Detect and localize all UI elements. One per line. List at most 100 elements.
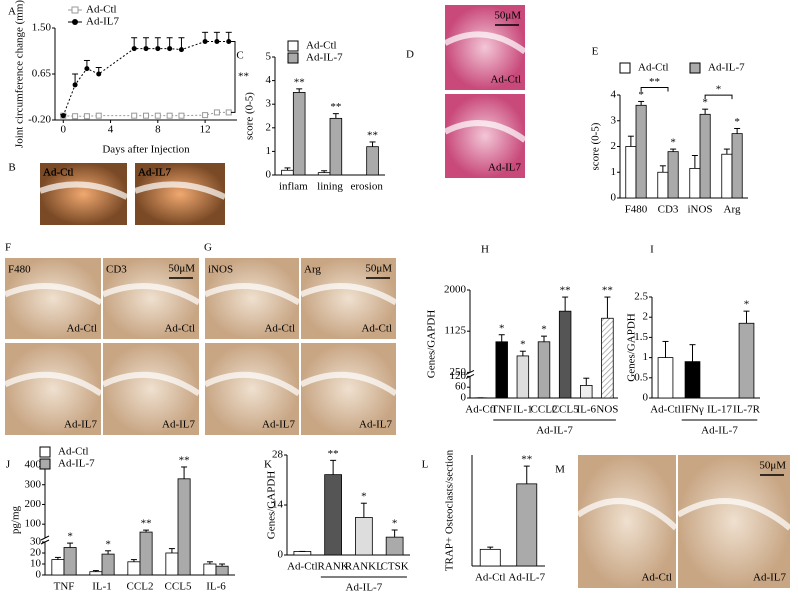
x-tick-label: 4: [108, 124, 114, 136]
significance-label: **: [602, 285, 613, 297]
significance-label: **: [141, 518, 152, 530]
tissue-texture: [3, 283, 103, 306]
y-tick-label: 1.50: [32, 22, 52, 34]
point: [154, 112, 161, 119]
panel-letter: K: [264, 459, 272, 471]
tissue-texture: [443, 120, 527, 143]
point: [155, 46, 161, 52]
point: [131, 112, 138, 119]
legend-label: Ad-IL-7: [708, 62, 745, 74]
scale-label: 50μM: [168, 263, 195, 275]
y-axis-label: TRAP+ Osteoclasts/section: [444, 449, 456, 571]
bar: [165, 552, 179, 576]
bar: [479, 548, 501, 567]
condition-label: Ad-Ctl: [361, 323, 392, 335]
micrograph: [5, 343, 101, 435]
condition-label: Ad-Ctl: [264, 323, 295, 335]
significance-bracket: [704, 94, 733, 100]
x-tick-label: CCL2: [531, 404, 558, 416]
y-tick-label: 28: [272, 449, 284, 461]
x-tick-label: iNOS: [687, 204, 712, 216]
tissue-texture: [299, 371, 398, 397]
bar: [203, 563, 217, 576]
significance-label: *: [67, 531, 73, 543]
tissue-texture: [3, 371, 103, 397]
bar: [127, 561, 141, 576]
y-tick-label: 0.5: [634, 371, 648, 383]
point: [131, 46, 137, 52]
y-tick-label: 4: [266, 74, 272, 86]
y-tick-label: 250: [450, 366, 467, 378]
point: [84, 66, 90, 72]
y-tick-label: 1: [266, 145, 272, 157]
bar: [601, 317, 614, 399]
x-tick-label: F480: [625, 204, 648, 216]
panel-letter: I: [650, 244, 654, 256]
stain-label: CD3: [106, 264, 127, 276]
micrograph: [445, 94, 525, 178]
y-tick-label: 2: [611, 140, 617, 152]
significance-label: *: [520, 339, 526, 351]
point: [202, 39, 208, 45]
x-tick-label: TNF: [491, 404, 512, 416]
x-tick-label: lining: [317, 181, 343, 193]
micrograph: [103, 258, 199, 339]
y-tick-label: 120: [450, 370, 467, 382]
micrograph: [678, 455, 790, 588]
point: [178, 112, 185, 119]
stain-label: F480: [8, 264, 31, 276]
condition-label: Ad-Ctl: [164, 323, 195, 335]
bar: [558, 310, 572, 399]
group-label: Ad-IL-7: [346, 582, 383, 594]
point: [143, 46, 149, 52]
x-tick-label: IL-1: [513, 404, 533, 416]
y-tick-label: 200: [25, 498, 42, 510]
point: [96, 71, 102, 77]
bar: [281, 169, 294, 176]
y-tick-label: 20: [30, 547, 42, 559]
x-tick-label: IL-6: [577, 404, 597, 416]
significance-bracket: [231, 41, 236, 113]
x-tick-label: 0: [61, 124, 67, 136]
bar: [355, 517, 373, 556]
point: [143, 112, 149, 119]
point: [214, 39, 220, 45]
point: [72, 82, 78, 88]
bar: [580, 384, 593, 399]
bar: [657, 171, 669, 199]
y-axis-label: pg/mg: [10, 505, 22, 534]
x-tick-label: IL-6: [206, 581, 226, 593]
tissue-texture: [576, 498, 679, 531]
legend-swatch: [619, 62, 631, 74]
significance-label: *: [541, 324, 547, 336]
significance-label: *: [638, 89, 644, 101]
y-tick-label: 1: [611, 166, 617, 178]
y-tick-label: 1.5: [634, 331, 648, 343]
bar: [667, 151, 679, 199]
bar: [625, 146, 637, 199]
y-tick-label: 0: [643, 392, 649, 404]
panel-letter: A: [8, 6, 16, 18]
y-tick-label: 5: [266, 51, 272, 63]
bar: [537, 341, 551, 399]
panel-letter: D: [406, 49, 414, 61]
micrograph: [205, 258, 299, 339]
condition-label: Ad-IL7: [262, 419, 295, 431]
bar: [292, 92, 306, 176]
significance-label: *: [392, 518, 398, 530]
tissue-texture: [38, 181, 129, 200]
significance-label: **: [367, 129, 378, 141]
x-tick-label: Arg: [724, 204, 741, 216]
scale-label: 50μM: [365, 263, 392, 275]
y-axis-label: Joint circumference change (mm): [14, 0, 26, 148]
significance-label: *: [105, 538, 111, 550]
bar: [385, 536, 404, 556]
x-tick-label: erosion: [350, 181, 383, 193]
point: [225, 109, 232, 116]
significance-label: **: [560, 285, 571, 297]
significance-label: **: [179, 455, 190, 467]
point: [95, 112, 102, 119]
significance-label: *: [744, 299, 750, 311]
y-axis-label: score (0-5): [590, 122, 602, 170]
condition-label: Ad-IL7: [162, 419, 195, 431]
